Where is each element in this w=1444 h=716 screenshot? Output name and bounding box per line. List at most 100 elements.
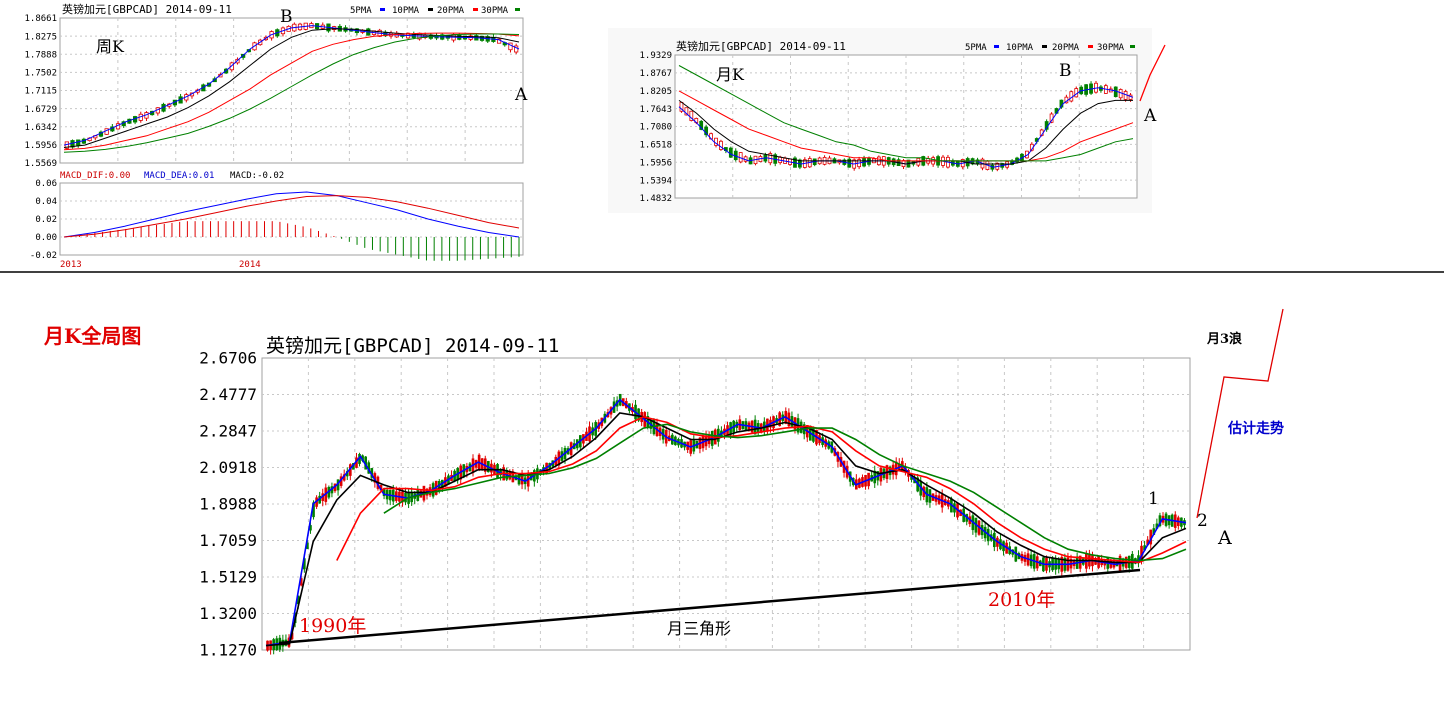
- monthly-small-candle-body: [684, 107, 689, 116]
- global-tick-label: 1.8988: [199, 495, 257, 514]
- monthly-small-mark-a: A: [1143, 106, 1157, 126]
- monthly-small-period-label: 月K: [716, 65, 745, 84]
- weekly-grid: [60, 18, 523, 163]
- global-tick-label: 2.2847: [199, 422, 257, 441]
- monthly-small-ma-line-30pma: [678, 65, 1134, 162]
- macd-axis: 0.06 0.04 0.02 0.00 -0.02: [30, 179, 523, 261]
- weekly-legend-20pma-swatch: [473, 8, 478, 11]
- monthly-small-legend-10pma: 10PMA: [1006, 43, 1034, 53]
- monthly-small-tick-label: 1.7080: [639, 123, 672, 133]
- year-label-2013: 2013: [60, 260, 82, 270]
- global-tick-label: 2.4777: [199, 385, 257, 404]
- weekly-ma-line-30pma: [63, 33, 520, 153]
- wave-mark-a: A: [1217, 527, 1232, 549]
- weekly-price-axis: 1.8661 1.8275 1.7888 1.7502 1.7115 1.6729 1.63…: [24, 14, 57, 169]
- forecast-line: [1196, 308, 1284, 519]
- monthly-small-legend-10pma-swatch: [1042, 45, 1047, 48]
- monthly-small-candle-body: [689, 110, 694, 121]
- weekly-tick-label: 1.7888: [24, 50, 57, 60]
- forecast-label: 估计走势: [1227, 420, 1284, 437]
- wave-mark-1: 1: [1148, 489, 1159, 509]
- monthly-small-tick-label: 1.8205: [639, 87, 672, 97]
- monthly-small-tick-label: 1.6518: [639, 141, 672, 151]
- wave-label: 月3浪: [1206, 331, 1242, 347]
- global-ma-line-5pma: [265, 398, 1187, 647]
- macd-dea-line: [63, 195, 520, 238]
- monthly-small-candle-body: [728, 147, 733, 158]
- weekly-tick-label: 1.5956: [24, 141, 57, 151]
- monthly-small-forecast-line: [1139, 44, 1166, 102]
- weekly-legend-10pma: 10PMA: [392, 6, 420, 16]
- monthly-small-grid: [675, 55, 1137, 198]
- macd-value-label: MACD:-0.02: [230, 171, 284, 181]
- monthly-small-price-axis: 1.9329 1.8767 1.8205 1.7643 1.7080 1.6518 1.59…: [639, 51, 672, 204]
- macd-tick-label: 0.04: [35, 197, 57, 207]
- weekly-ma-line-5pma: [63, 25, 520, 146]
- macd-dif-line: [63, 191, 520, 238]
- weekly-candle-body: [212, 78, 217, 83]
- macd-dea-label: MACD_DEA:0.01: [144, 171, 214, 181]
- weekly-legend-20pma: 20PMA: [437, 6, 465, 16]
- monthly-small-legend: 5PMA 10PMA 20PMA 30PMA: [965, 43, 1135, 53]
- global-title: 英镑加元[GBPCAD] 2014-09-11: [266, 335, 559, 357]
- monthly-small-ma-line-20pma: [678, 90, 1134, 162]
- macd-dif-label: MACD_DIF:0.00: [60, 171, 130, 181]
- macd-tick-label: 0.02: [35, 215, 57, 225]
- weekly-period-label: 周K: [96, 37, 125, 56]
- weekly-legend-30pma-swatch: [515, 8, 520, 11]
- monthly-small-tick-label: 1.5956: [639, 158, 672, 168]
- weekly-chart: 英镑加元[GBPCAD] 2014-09-11 5PMA 10PMA 20PMA…: [24, 2, 528, 270]
- label-2010: 2010年: [988, 589, 1055, 611]
- monthly-small-legend-30pma-swatch: [1130, 45, 1135, 48]
- weekly-tick-label: 1.6729: [24, 105, 57, 115]
- weekly-legend-30pma: 30PMA: [481, 6, 509, 16]
- macd-lines: [63, 191, 520, 238]
- global-tick-label: 1.5129: [199, 568, 257, 587]
- global-chart: 月K全局图 英镑加元[GBPCAD] 2014-09-11 2.6706 2.47…: [43, 308, 1284, 660]
- global-ma-line-20pma: [336, 415, 1187, 564]
- monthly-small-tick-label: 1.9329: [639, 51, 672, 61]
- monthly-small-legend-20pma-swatch: [1088, 45, 1093, 48]
- weekly-mark-a: A: [514, 85, 528, 105]
- global-tick-label: 1.1270: [199, 641, 257, 660]
- monthly-small-tick-label: 1.8767: [639, 69, 672, 79]
- global-tick-label: 1.7059: [199, 531, 257, 550]
- global-tick-label: 2.6706: [199, 349, 257, 368]
- global-heading: 月K全局图: [43, 324, 141, 348]
- monthly-small-candle-body: [699, 120, 704, 130]
- weekly-ma-lines: [63, 25, 520, 153]
- year-label-2014: 2014: [239, 260, 261, 270]
- global-ma-line-10pma: [265, 412, 1187, 647]
- monthly-small-tick-label: 1.7643: [639, 105, 672, 115]
- monthly-small-title: 英镑加元[GBPCAD] 2014-09-11: [676, 39, 846, 53]
- monthly-small-mark-b: B: [1059, 61, 1072, 81]
- macd-tick-label: 0.06: [35, 179, 57, 189]
- weekly-tick-label: 1.8661: [24, 14, 57, 24]
- monthly-small-legend-5pma: 5PMA: [965, 43, 987, 53]
- monthly-small-legend-30pma: 30PMA: [1097, 43, 1125, 53]
- weekly-legend-5pma: 5PMA: [350, 6, 372, 16]
- weekly-tick-label: 1.7502: [24, 69, 57, 79]
- global-price-axis: 2.6706 2.4777 2.2847 2.0918 1.8988 1.7059 1.51…: [199, 349, 257, 660]
- monthly-small-candle-body: [719, 140, 723, 150]
- global-ma-lines: [265, 398, 1187, 647]
- triangle-support-line: [278, 568, 1141, 645]
- monthly-small-tick-label: 1.5394: [639, 176, 672, 186]
- macd-tick-label: -0.02: [30, 251, 57, 261]
- weekly-legend: 5PMA 10PMA 20PMA 30PMA: [350, 6, 520, 16]
- weekly-ma-line-20pma: [63, 32, 520, 151]
- monthly-small-tick-label: 1.4832: [639, 194, 672, 204]
- weekly-legend-5pma-swatch: [380, 8, 385, 11]
- label-1990: 1990年: [299, 615, 366, 637]
- weekly-tick-label: 1.6342: [24, 123, 57, 133]
- weekly-tick-label: 1.5569: [24, 159, 57, 169]
- monthly-small-ma-lines: [678, 65, 1134, 168]
- monthly-small-legend-20pma: 20PMA: [1052, 43, 1080, 53]
- weekly-legend-10pma-swatch: [428, 8, 433, 11]
- weekly-mark-b: B: [280, 7, 293, 27]
- global-tick-label: 2.0918: [199, 458, 257, 477]
- global-ma-line-30pma: [383, 423, 1187, 562]
- monthly-small-ma-line-10pma: [678, 99, 1133, 165]
- weekly-title: 英镑加元[GBPCAD] 2014-09-11: [62, 2, 232, 16]
